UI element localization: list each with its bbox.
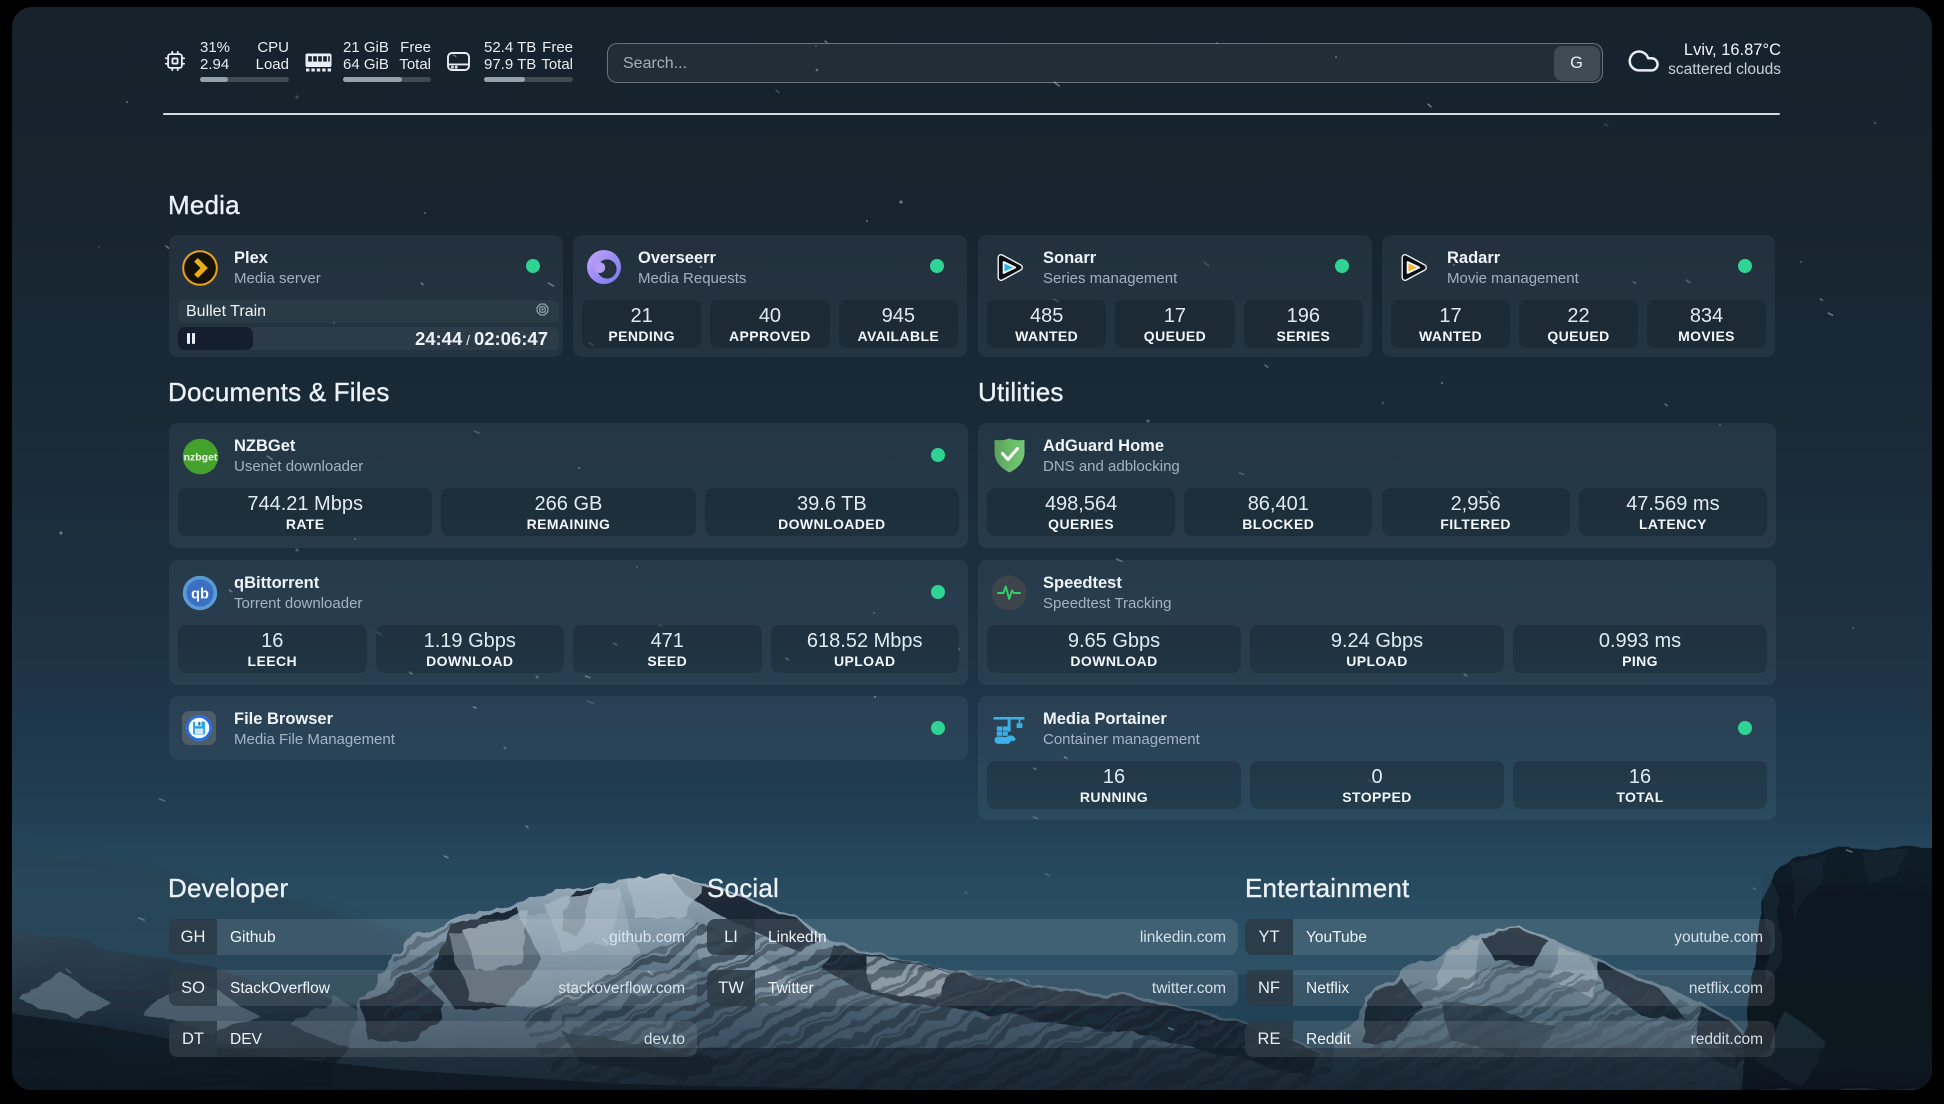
- svg-text:qb: qb: [191, 586, 209, 602]
- svg-text:nzbget: nzbget: [184, 452, 218, 464]
